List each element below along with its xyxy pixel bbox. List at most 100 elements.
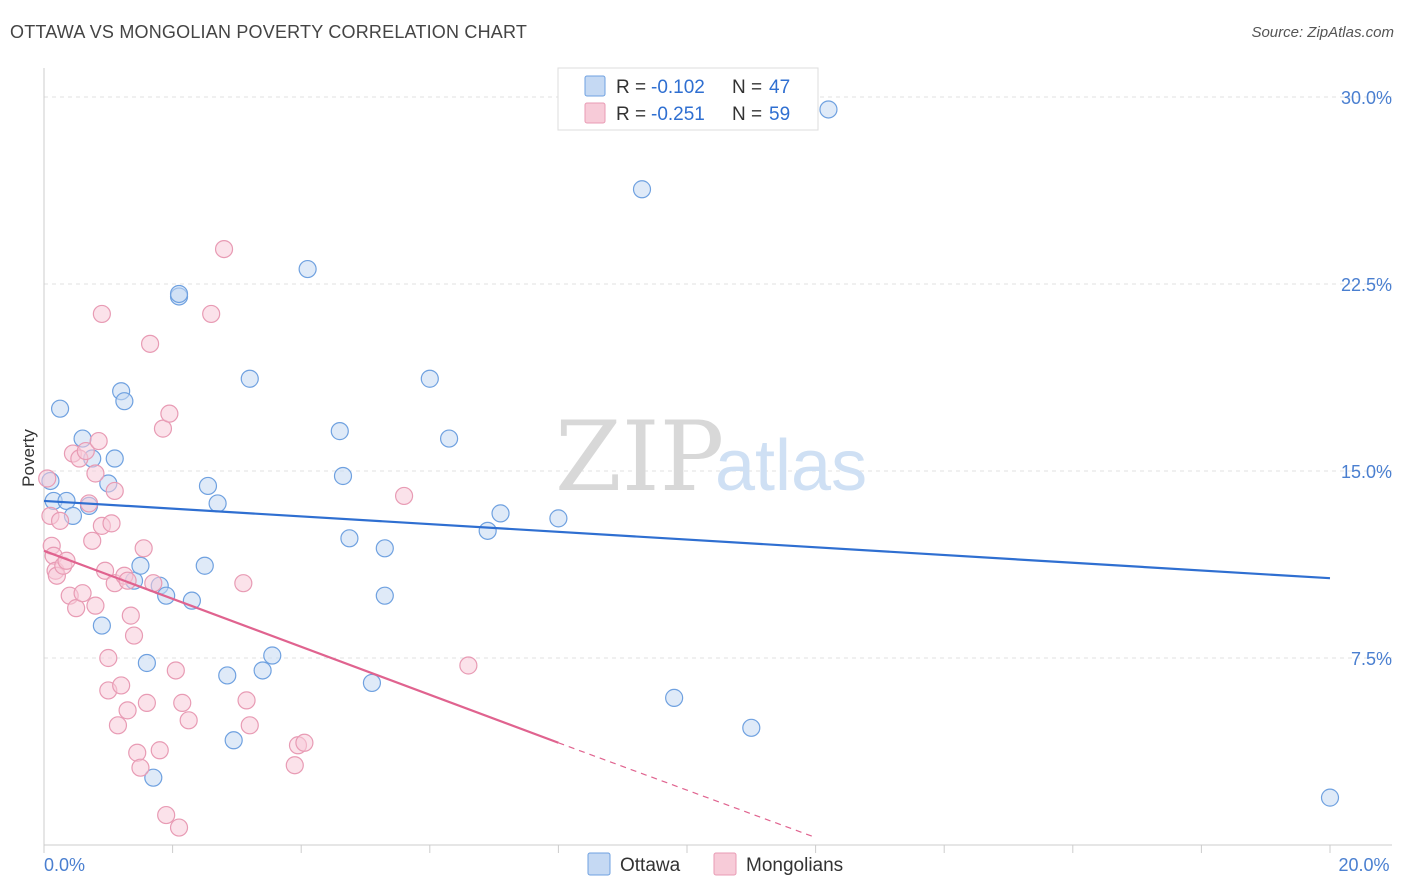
- point-mongolians: [83, 531, 102, 550]
- point-mongolians: [118, 701, 137, 720]
- point-mongolians: [118, 571, 137, 590]
- point-ottawa: [137, 653, 156, 673]
- legend-n-value-mongolians: 59: [769, 104, 790, 125]
- point-mongolians: [92, 304, 111, 324]
- point-mongolians: [157, 805, 176, 825]
- point-mongolians: [140, 334, 160, 353]
- point-mongolians: [173, 693, 192, 712]
- point-mongolians: [394, 486, 414, 506]
- point-ottawa: [298, 259, 317, 279]
- legend-r-value-mongolians: -0.251: [651, 104, 705, 125]
- legend-n-label-ottawa: N =: [732, 77, 762, 98]
- point-mongolians: [134, 539, 153, 558]
- point-mongolians: [295, 733, 314, 752]
- watermark-zip: ZIP: [555, 401, 724, 513]
- point-ottawa: [478, 521, 497, 540]
- point-ottawa: [115, 392, 134, 411]
- point-ottawa: [742, 718, 761, 737]
- legend-swatch-mongolians: [584, 102, 606, 124]
- point-ottawa: [195, 556, 214, 575]
- series-legend-swatch-ottawa: [587, 852, 611, 876]
- point-mongolians: [160, 404, 179, 423]
- trend-lines: [43, 499, 1331, 839]
- point-ottawa: [169, 284, 189, 304]
- point-ottawa: [218, 666, 237, 685]
- point-ottawa: [362, 673, 382, 693]
- point-mongolians: [153, 419, 173, 438]
- point-ottawa: [333, 466, 353, 486]
- point-ottawa: [1320, 788, 1340, 807]
- point-mongolians: [112, 676, 131, 695]
- point-mongolians: [202, 304, 221, 324]
- trend-line-ottawa: [43, 499, 1331, 580]
- point-ottawa: [224, 731, 243, 750]
- trend-line-mongolians: [43, 549, 559, 744]
- series-legend-swatch-mongolians: [713, 852, 737, 876]
- chart-title: OTTAWA VS MONGOLIAN POVERTY CORRELATION …: [10, 22, 528, 42]
- point-ottawa: [50, 399, 70, 418]
- point-ottawa: [420, 369, 439, 388]
- axes: [43, 68, 1392, 853]
- x-tick-label: 0.0%: [44, 855, 85, 875]
- point-mongolians: [86, 596, 105, 615]
- point-ottawa: [263, 646, 282, 665]
- point-ottawa: [439, 429, 459, 448]
- x-tick-label: 20.0%: [1338, 855, 1389, 875]
- legend-r-label-mongolians: R =: [616, 104, 646, 125]
- legend-n-label-mongolians: N =: [732, 104, 762, 125]
- series-legend: Ottawa Mongolians: [587, 852, 843, 876]
- point-mongolians: [128, 743, 147, 762]
- point-mongolians: [50, 511, 70, 530]
- point-mongolians: [108, 716, 128, 735]
- point-mongolians: [124, 626, 144, 645]
- y-tick-label: 15.0%: [1341, 462, 1392, 482]
- legend-swatch-ottawa: [584, 75, 606, 97]
- point-mongolians: [86, 464, 105, 483]
- point-ottawa: [330, 422, 349, 441]
- point-mongolians: [240, 716, 259, 735]
- point-mongolians: [169, 818, 189, 837]
- y-tick-label: 30.0%: [1341, 88, 1392, 108]
- series-legend-label-ottawa: Ottawa: [620, 855, 681, 876]
- point-mongolians: [150, 741, 169, 760]
- point-ottawa: [665, 688, 684, 707]
- point-mongolians: [459, 656, 478, 675]
- point-ottawa: [632, 180, 652, 199]
- point-mongolians: [76, 441, 95, 461]
- legend-r-label-ottawa: R =: [616, 77, 646, 98]
- point-ottawa: [340, 529, 359, 548]
- point-mongolians: [214, 239, 234, 259]
- point-mongolians: [237, 691, 256, 710]
- point-mongolians: [166, 661, 185, 680]
- point-mongolians: [137, 693, 156, 712]
- point-mongolians: [105, 481, 124, 501]
- legend-r-value-ottawa: -0.102: [651, 77, 705, 98]
- y-tick-label: 22.5%: [1341, 275, 1392, 295]
- point-ottawa: [240, 369, 259, 388]
- tick-labels: 7.5% 15.0% 22.5% 30.0% 0.0% 20.0%: [44, 88, 1392, 875]
- point-mongolians: [38, 469, 57, 488]
- point-ottawa: [208, 494, 227, 513]
- point-ottawa: [131, 556, 150, 575]
- y-tick-label: 7.5%: [1351, 649, 1392, 669]
- watermark-atlas: atlas: [715, 426, 867, 506]
- point-mongolians: [99, 648, 118, 668]
- point-mongolians: [102, 514, 121, 533]
- point-mongolians: [67, 599, 86, 618]
- y-axis-title: Poverty: [19, 429, 38, 487]
- point-ottawa: [253, 661, 272, 680]
- trend-line-dashed-mongolians: [558, 742, 816, 839]
- point-ottawa: [819, 100, 838, 119]
- legend: R = -0.102 N = 47 R = -0.251 N = 59: [557, 67, 819, 131]
- source-label: Source: ZipAtlas.com: [1251, 24, 1394, 41]
- point-mongolians: [73, 584, 92, 603]
- point-ottawa: [375, 539, 394, 558]
- point-mongolians: [234, 574, 253, 593]
- point-ottawa: [491, 504, 510, 523]
- legend-n-value-ottawa: 47: [769, 77, 790, 98]
- point-mongolians: [121, 606, 140, 625]
- point-ottawa: [105, 449, 124, 468]
- point-mongolians: [179, 711, 198, 730]
- point-ottawa: [549, 509, 568, 528]
